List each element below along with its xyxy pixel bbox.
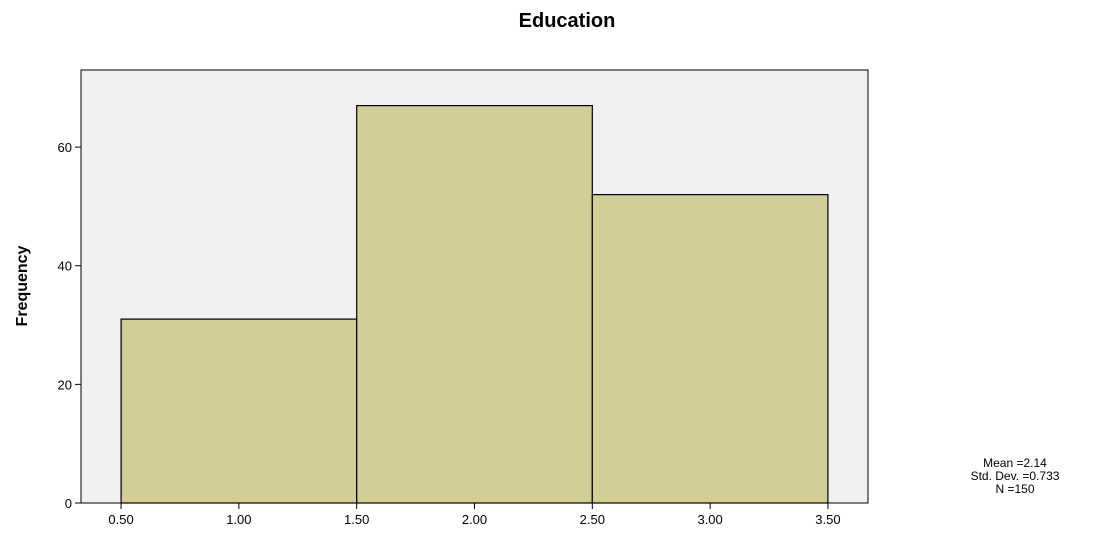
x-tick-label: 0.50 [108,512,133,527]
x-tick-label: 1.50 [344,512,369,527]
stats-n: N =150 [995,482,1034,496]
x-tick-label: 1.00 [226,512,251,527]
histogram-bar-3 [591,194,829,504]
y-tick-label: 60 [58,140,72,155]
x-tick-label: 2.00 [462,512,487,527]
x-tick-label: 3.50 [815,512,840,527]
x-tick-label: 3.00 [697,512,722,527]
stats-mean: Mean =2.14 [983,456,1047,470]
y-axis-label: Frequency [14,245,31,326]
statistics-box: Mean =2.14 Std. Dev. =0.733 N =150 [971,456,1060,496]
y-tick-label: 40 [58,259,72,274]
x-tick-label: 2.50 [580,512,605,527]
y-axis: 0 20 40 60 [58,140,81,511]
chart-title: Education [519,10,616,32]
y-tick-label: 0 [65,496,72,511]
stats-std-dev: Std. Dev. =0.733 [971,469,1060,483]
histogram-bar-2 [356,104,593,504]
bars-group [120,104,829,504]
x-axis: 0.50 1.00 1.50 2.00 2.50 3.00 3.50 [108,503,841,527]
y-tick-label: 20 [58,377,72,392]
histogram-bar-1 [120,318,358,504]
